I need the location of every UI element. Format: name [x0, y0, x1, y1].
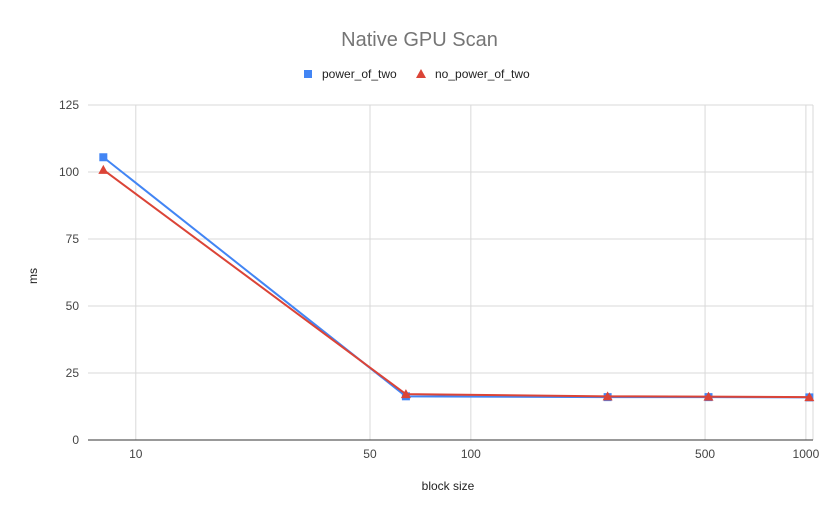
gridlines	[88, 104, 814, 440]
x-tick-label: 10	[129, 447, 143, 461]
x-axis-ticks: 10 50 100 500 1000	[129, 447, 819, 461]
data-point	[602, 391, 613, 401]
legend-item: no_power_of_two	[416, 67, 530, 81]
series-power-of-two	[99, 153, 814, 402]
data-point	[98, 164, 109, 174]
x-tick-label: 50	[363, 447, 377, 461]
legend-label: power_of_two	[322, 67, 397, 81]
y-axis-ticks: 0 25 50 75 100 125	[59, 98, 79, 447]
legend-marker	[304, 70, 312, 78]
x-tick-label: 1000	[793, 447, 820, 461]
data-point	[804, 392, 815, 402]
y-axis-label: ms	[26, 268, 40, 284]
legend-label: no_power_of_two	[435, 67, 530, 81]
y-tick-label: 75	[66, 232, 80, 246]
series-no-power-of-two	[98, 164, 815, 402]
series-line	[102, 156, 810, 399]
data-point	[99, 153, 108, 162]
data-point	[703, 391, 714, 401]
data-point	[400, 389, 411, 399]
x-tick-label: 500	[695, 447, 715, 461]
y-tick-label: 100	[59, 165, 79, 179]
x-axis-label: block size	[422, 479, 475, 493]
series-line	[102, 169, 810, 399]
legend-marker	[416, 69, 426, 78]
legend-item: power_of_two	[304, 67, 397, 81]
y-tick-label: 0	[72, 433, 79, 447]
y-tick-label: 125	[59, 98, 79, 112]
y-tick-label: 50	[66, 299, 80, 313]
series-layer	[98, 153, 815, 402]
y-tick-label: 25	[66, 366, 80, 380]
legend: power_of_two no_power_of_two	[304, 67, 530, 81]
chart-title: Native GPU Scan	[341, 29, 498, 51]
x-tick-label: 100	[461, 447, 481, 461]
